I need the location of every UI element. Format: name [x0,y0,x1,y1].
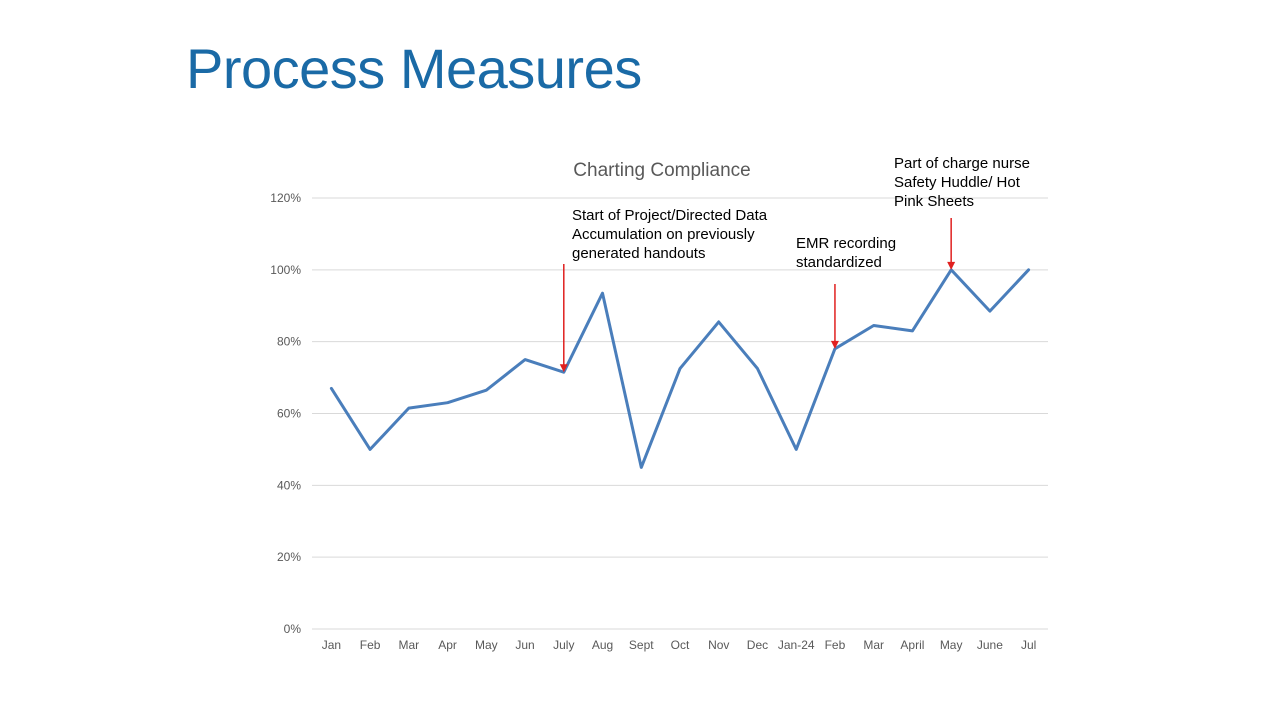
x-tick-label: Jan [322,638,341,652]
x-tick-label: Oct [671,638,690,652]
x-tick-label: June [977,638,1003,652]
x-tick-label: Jul [1021,638,1036,652]
series-line-group [329,268,1031,469]
x-tick-label: May [475,638,498,652]
annotation-arrowhead [559,364,568,373]
annotation-text: Part of charge nurse [894,155,1030,172]
annotation-text: standardized [796,254,882,271]
x-tick-label: Feb [360,638,381,652]
y-tick-label: 40% [277,478,301,492]
y-tick-label: 100% [270,263,301,277]
annotations: Start of Project/Directed Data Accumulati… [559,155,1030,373]
y-tick-label: 60% [277,407,301,421]
y-tick-label: 20% [277,550,301,564]
chart-title: Charting Compliance [573,160,750,181]
x-tick-label: April [900,638,924,652]
x-tick-label: Sept [629,638,654,652]
x-tick-label: Mar [399,638,420,652]
y-tick-label: 0% [284,622,302,636]
annotation: Start of Project/Directed Data Accumulati… [559,207,768,373]
annotation-arrowhead [947,261,956,270]
x-tick-label: Mar [863,638,884,652]
annotation-text: EMR recording [796,235,896,252]
annotation-text: Pink Sheets [894,193,974,210]
x-tick-label: Apr [438,638,457,652]
x-tick-label: Aug [592,638,613,652]
x-tick-label: July [553,638,574,652]
x-tick-label: Jun [515,638,534,652]
annotation-arrowhead [830,340,839,349]
x-axis-ticks: Jan Feb Mar Apr May Jun July Aug Sept Oct Nov Dec Ja… [322,638,1037,652]
x-tick-label: Jan-24 [778,638,815,652]
x-tick-label: Dec [747,638,768,652]
x-tick-label: Feb [825,638,846,652]
x-tick-label: May [940,638,963,652]
x-tick-label: Nov [708,638,729,652]
annotation-text: Safety Huddle/ Hot [894,174,1021,191]
annotation-text: Accumulation on previously [572,226,755,243]
annotation: EMR recording standardized [796,235,896,349]
annotation-text: Start of Project/Directed Data [572,207,768,224]
y-tick-label: 80% [277,335,301,349]
gridlines [312,197,1048,630]
y-axis-ticks: 0% 20% 40% 60% 80% 100% 120% [270,191,301,636]
annotation-text: generated handouts [572,245,705,262]
y-tick-label: 120% [270,191,301,205]
slide-title: Process Measures [186,37,642,100]
annotation: Part of charge nurse Safety Huddle/ Hot Pi… [894,155,1030,270]
